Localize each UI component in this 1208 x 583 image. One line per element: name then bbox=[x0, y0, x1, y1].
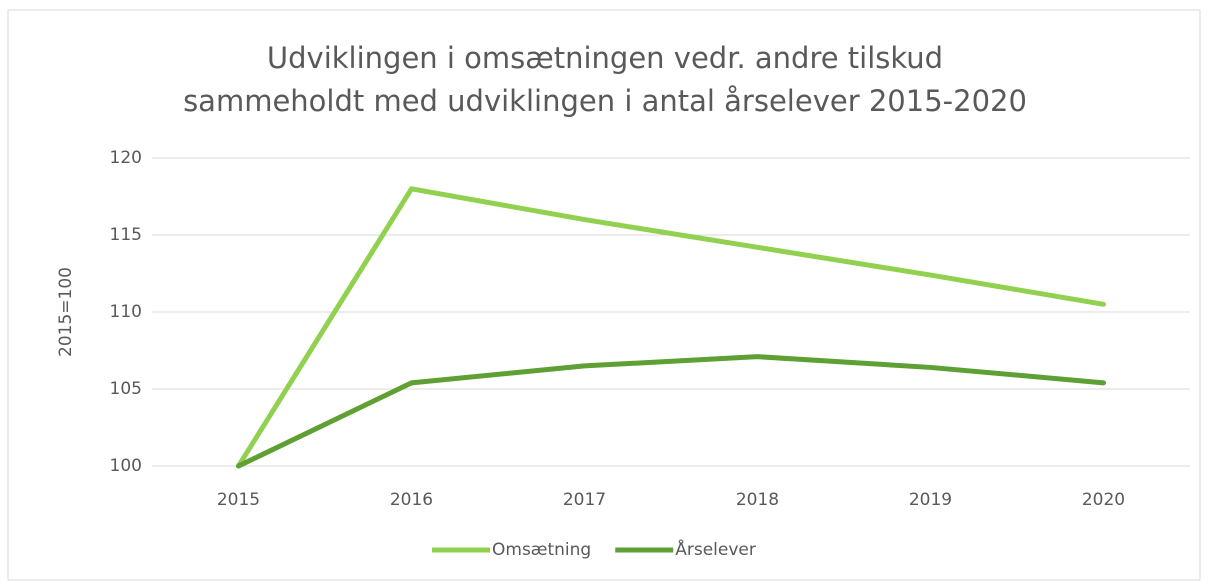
data-line bbox=[236, 354, 1106, 469]
x-tick-label: 2017 bbox=[563, 490, 606, 510]
y-axis-label: 2015=100 bbox=[56, 267, 76, 357]
y-tick-label: 105 bbox=[110, 379, 142, 399]
y-tick-label: 110 bbox=[110, 302, 142, 322]
x-tick-label: 2019 bbox=[909, 490, 952, 510]
chart-title: Udviklingen i omsætningen vedr. andre ti… bbox=[267, 41, 943, 75]
legend-label: Årselever bbox=[675, 538, 756, 560]
x-tick-label: 2016 bbox=[390, 490, 433, 510]
chart-frame bbox=[7, 9, 1201, 581]
x-tick-label: 2018 bbox=[736, 490, 779, 510]
y-tick-label: 120 bbox=[110, 148, 142, 168]
y-tick-label: 115 bbox=[110, 225, 142, 245]
x-tick-label: 2015 bbox=[217, 490, 260, 510]
legend-label: Omsætning bbox=[492, 540, 591, 560]
x-tick-label: 2020 bbox=[1082, 490, 1125, 510]
y-tick-label: 100 bbox=[110, 456, 142, 476]
data-line bbox=[236, 186, 1106, 469]
chart-title: sammeholdt med udviklingen i antal årsel… bbox=[183, 84, 1027, 118]
